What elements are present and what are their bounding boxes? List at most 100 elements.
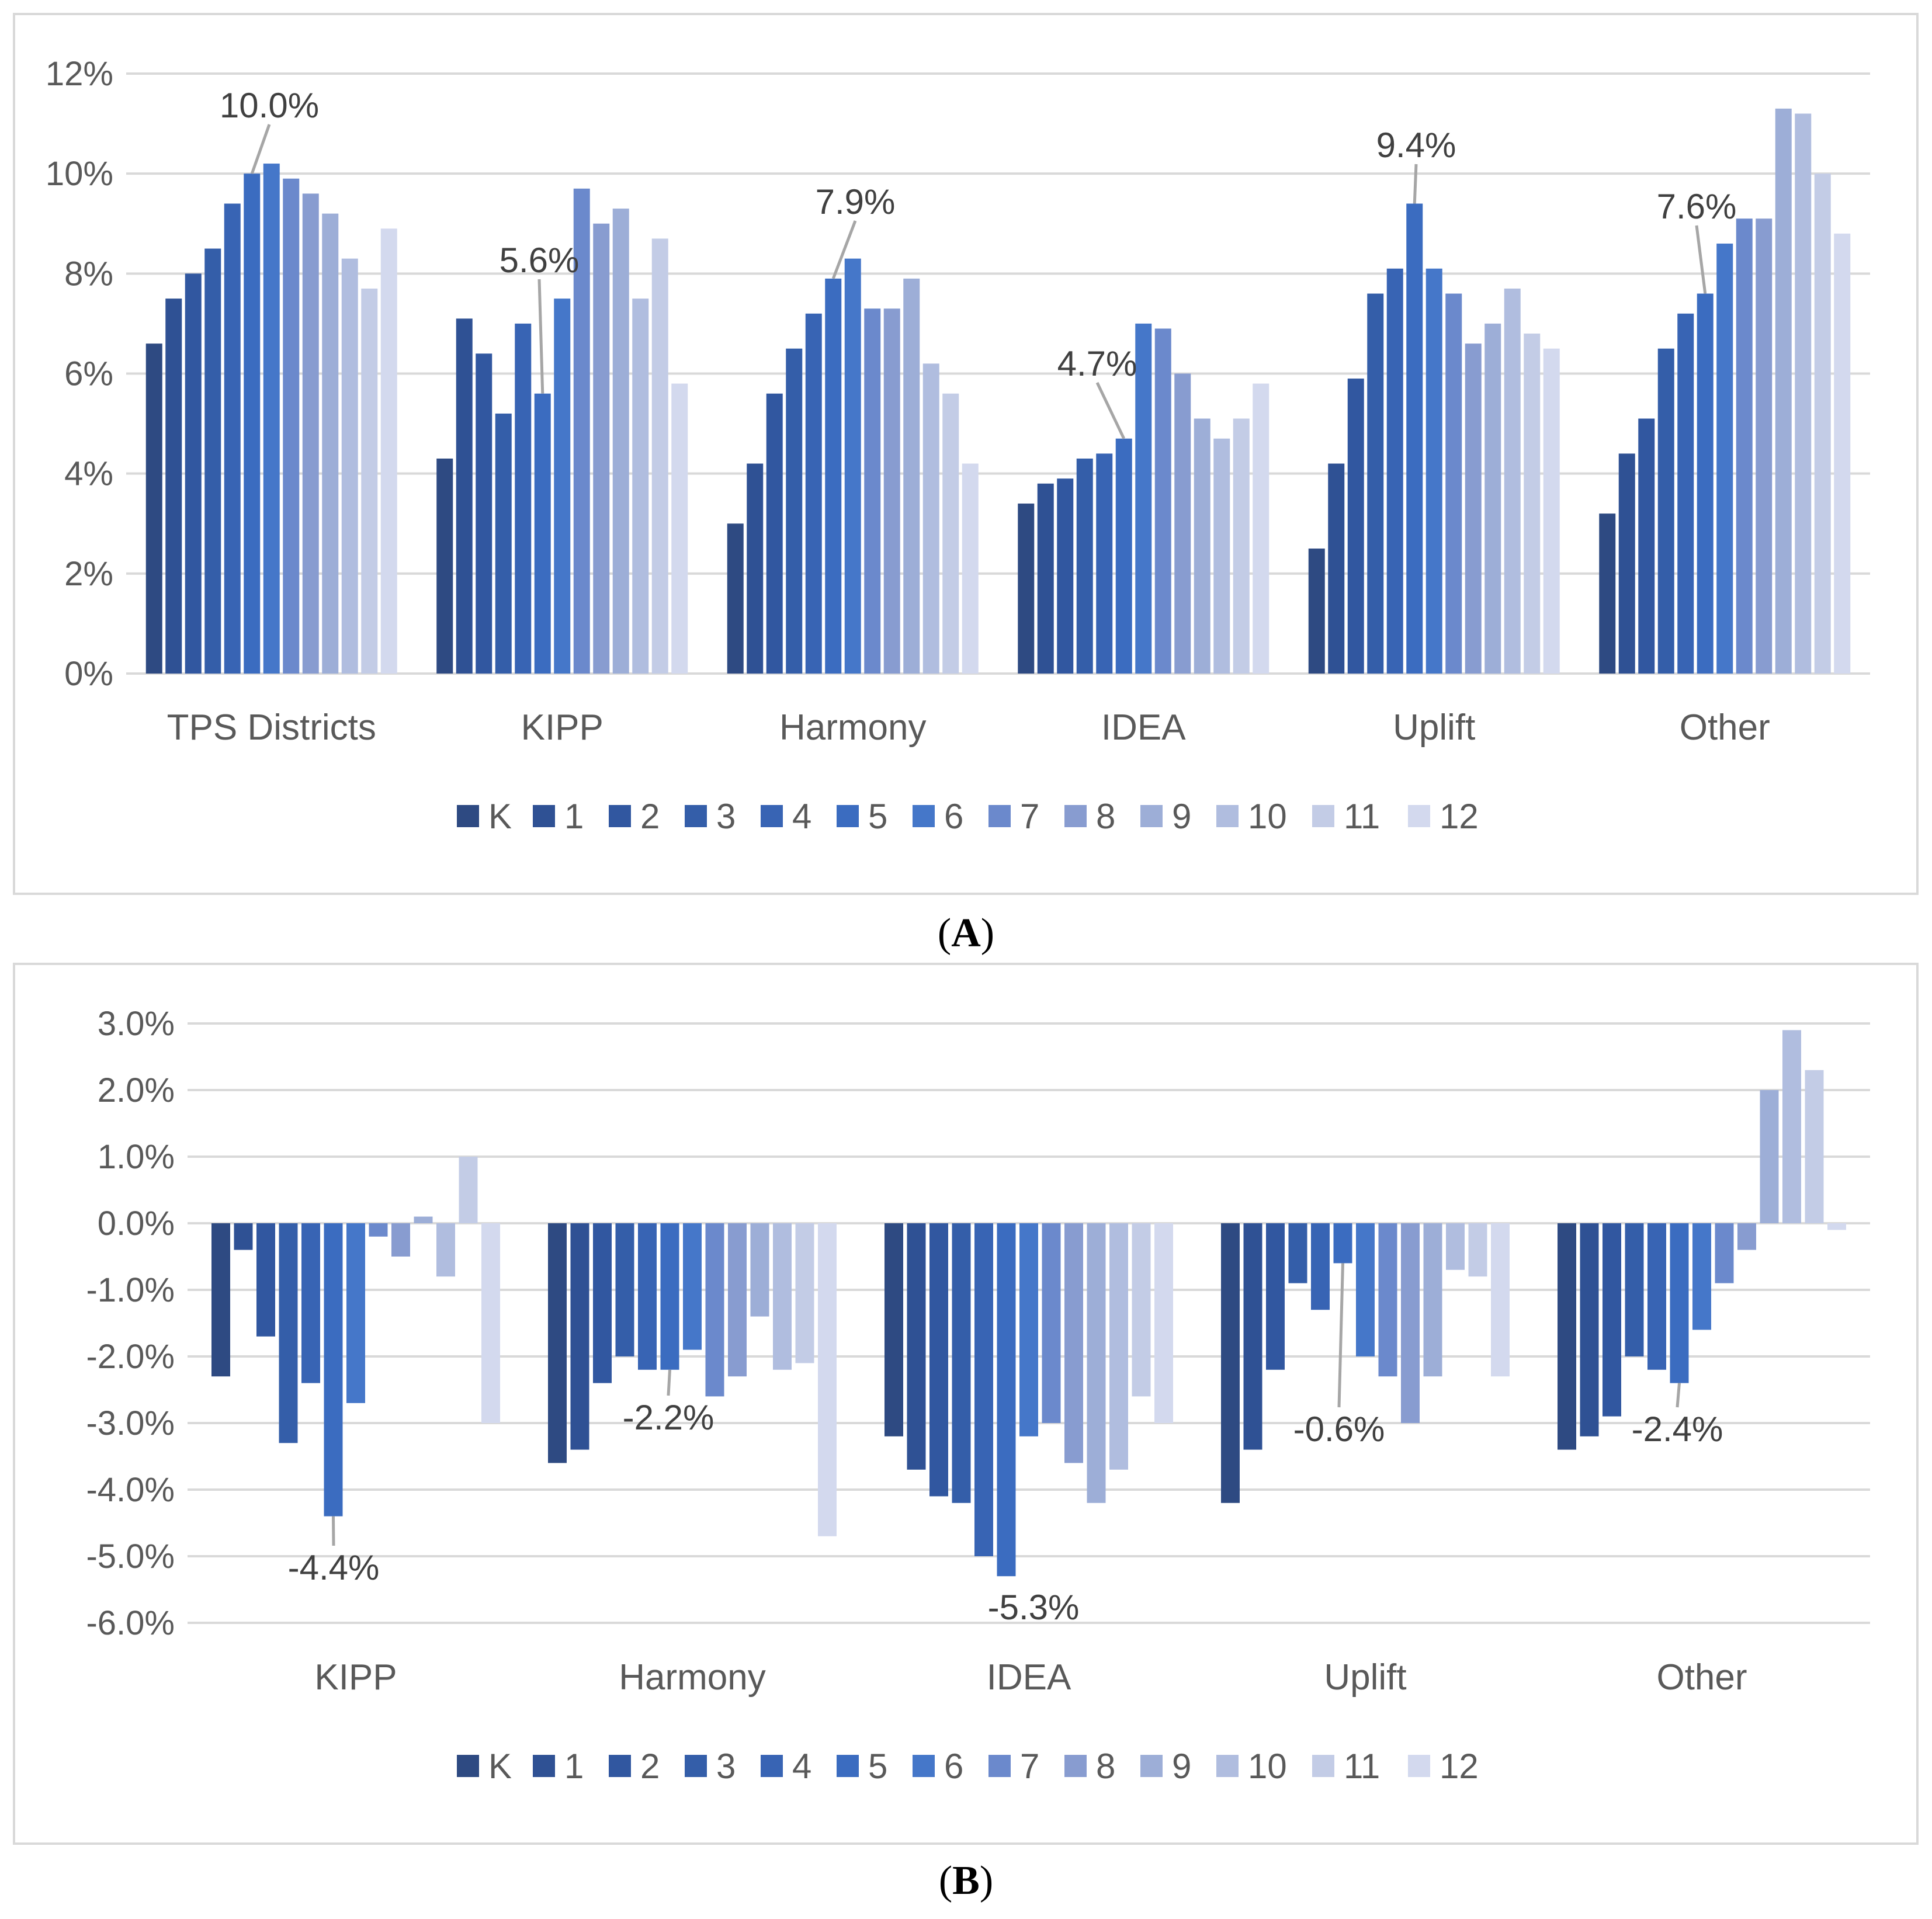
chart-a-bar: [263, 164, 280, 674]
chart-a-bar: [1484, 323, 1501, 674]
chart-a-bar: [1328, 463, 1345, 674]
chart-a-bar: [1194, 418, 1210, 674]
chart-a-ytick-label: 0%: [64, 655, 113, 693]
chart-b-bar: [1760, 1090, 1779, 1223]
chart-a-bar: [1716, 243, 1733, 674]
chart-a-bar: [864, 308, 881, 674]
chart-a-bar: [145, 343, 162, 674]
chart-b-bar: [570, 1223, 589, 1450]
chart-b-data-label: -0.6%: [1293, 1410, 1385, 1449]
chart-b-bar: [593, 1223, 612, 1383]
chart-b-legend-swatch: [1408, 1755, 1430, 1777]
chart-a-bar: [495, 413, 512, 674]
chart-b-bar: [929, 1223, 948, 1497]
chart-b-bar: [234, 1223, 253, 1250]
chart-a-bar: [766, 393, 783, 674]
chart-a-bar: [1814, 173, 1831, 674]
chart-b-bar: [1782, 1030, 1801, 1223]
chart-b-ytick-label: -4.0%: [86, 1471, 175, 1509]
chart-b-legend-swatch: [609, 1755, 631, 1777]
chart-b-data-label: -4.4%: [288, 1548, 380, 1587]
chart-a-bar: [747, 463, 764, 674]
chart-b-legend-label: 12: [1440, 1747, 1479, 1786]
chart-b-bar: [1805, 1070, 1824, 1223]
chart-b-leader-line: [1676, 1383, 1681, 1408]
chart-a-legend-label: 6: [944, 797, 963, 836]
chart-b-bar: [1333, 1223, 1352, 1264]
chart-a-bar: [612, 209, 629, 674]
chart-a-category-label: Uplift: [1393, 707, 1475, 748]
chart-a-bar: [341, 258, 358, 674]
chart-b-bar: [997, 1223, 1016, 1577]
chart-b-bar: [1064, 1223, 1083, 1463]
chart-b-legend-swatch: [1312, 1755, 1334, 1777]
chart-a-bar: [1213, 438, 1230, 674]
chart-a-bar: [1677, 313, 1694, 674]
chart-b-bar: [414, 1216, 433, 1223]
chart-b-legend-swatch: [457, 1755, 479, 1777]
chart-b-ytick-label: -3.0%: [86, 1404, 175, 1442]
chart-b-bar: [1827, 1223, 1846, 1230]
chart-b-category-label: Harmony: [619, 1657, 766, 1698]
chart-a-bar: [1543, 348, 1560, 674]
chart-b-legend-swatch: [913, 1755, 935, 1777]
chart-a-legend-label: 7: [1020, 797, 1039, 836]
chart-a-category-label: KIPP: [521, 707, 603, 748]
chart-b-caption: (B): [938, 1858, 994, 1903]
chart-a-category-label: Harmony: [779, 707, 927, 748]
chart-b-legend-label: 2: [640, 1747, 660, 1786]
chart-a-bar: [1096, 453, 1113, 674]
chart-a-bar: [1076, 458, 1093, 674]
chart-a-bar: [185, 273, 202, 674]
chart-a-data-label: 7.9%: [816, 182, 896, 221]
chart-b-caption-letter: B: [952, 1858, 980, 1903]
chart-b-bar: [1132, 1223, 1151, 1397]
chart-b-bar: [1603, 1223, 1621, 1417]
chart-b-legend-label: 11: [1344, 1747, 1380, 1786]
chart-a-bar: [244, 173, 261, 674]
chart-a-data-label: 9.4%: [1376, 126, 1456, 165]
chart-b-legend-label: 7: [1020, 1747, 1039, 1786]
chart-a-bar: [1638, 418, 1655, 674]
chart-b-bar: [1580, 1223, 1599, 1436]
chart-b-data-label: -2.4%: [1632, 1410, 1723, 1449]
chart-b-bar: [907, 1223, 926, 1470]
chart-a-leader-line: [1413, 164, 1418, 204]
chart-a-legend-label: 2: [640, 797, 660, 836]
chart-a-bar: [727, 523, 744, 674]
chart-a-bar: [1736, 218, 1753, 674]
chart-a-bar: [1367, 293, 1384, 674]
chart-b-bar: [683, 1223, 702, 1350]
chart-b-legend-label: 9: [1172, 1747, 1191, 1786]
chart-a-leader-line: [537, 279, 544, 394]
chart-a-bar: [1018, 504, 1035, 674]
chart-a-leader-line: [1695, 225, 1707, 294]
chart-a-legend-label: 9: [1172, 797, 1191, 836]
chart-a-legend-label: 4: [792, 797, 811, 836]
chart-b-legend-label: K: [488, 1747, 512, 1786]
chart-a-bar: [1524, 334, 1541, 674]
chart-a-panel: 0% 2% 4% 6% 8% 10% 12% TPS Districts KIPP Harmony…: [13, 13, 1919, 895]
chart-a-legend-swatch: [533, 805, 555, 827]
chart-b-bar: [952, 1223, 971, 1503]
chart-a-bar: [1618, 453, 1635, 674]
chart-b-legend-label: 5: [868, 1747, 887, 1786]
chart-b-legend-label: 8: [1096, 1747, 1115, 1786]
chart-b-bar: [256, 1223, 275, 1337]
chart-b-bar: [773, 1223, 792, 1370]
chart-a-bar: [922, 363, 939, 674]
chart-b-bar: [301, 1223, 320, 1383]
chart-b-ytick-label: -5.0%: [86, 1538, 175, 1576]
chart-b-legend-swatch: [685, 1755, 707, 1777]
chart-a-legend-swatch: [609, 805, 631, 827]
chart-b-data-label: -2.2%: [623, 1398, 714, 1437]
chart-b-bar: [211, 1223, 230, 1377]
chart-b-ytick-label: -1.0%: [86, 1271, 175, 1309]
chart-a-legend-label: 8: [1096, 797, 1115, 836]
chart-a-caption: (A): [937, 911, 995, 956]
chart-a-bar: [1154, 328, 1171, 674]
chart-b-bar: [615, 1223, 634, 1356]
chart-a-bar: [1756, 218, 1773, 674]
chart-a-leader-line: [250, 124, 271, 174]
chart-a-bar: [165, 299, 182, 674]
